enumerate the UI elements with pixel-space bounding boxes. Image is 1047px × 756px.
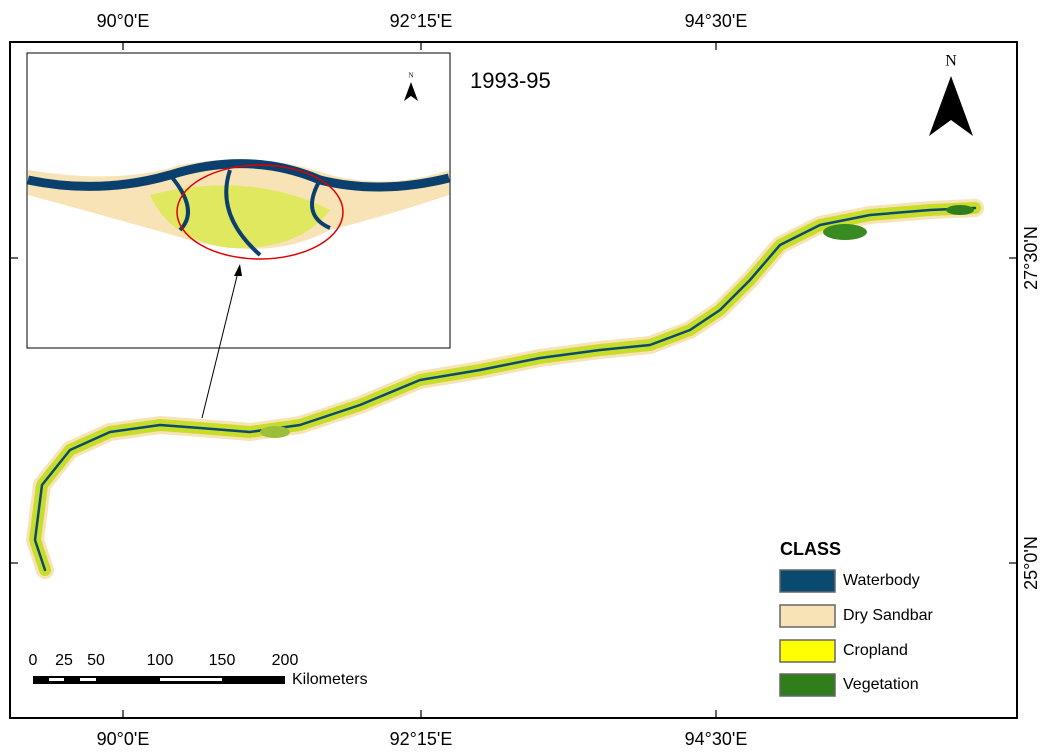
north-arrow (929, 76, 973, 136)
longitude-label: 90°0'E (97, 729, 150, 749)
north-label: N (945, 53, 957, 70)
scale-label: 200 (272, 652, 299, 669)
latitude-label: 25°0'N (1021, 536, 1041, 590)
longitude-label: 94°30'E (685, 11, 748, 31)
legend-swatch (779, 569, 836, 593)
longitude-label: 94°30'E (685, 729, 748, 749)
callout-arrow (201, 271, 239, 419)
latitude-label: 27°30'N (1021, 226, 1041, 290)
longitude-label: 92°15'E (390, 729, 453, 749)
legend-swatch (779, 604, 836, 628)
legend-swatch (779, 639, 836, 663)
legend: Waterbody Dry Sandbar Cropland Vegetation (779, 569, 933, 697)
longitude-label: 92°15'E (390, 11, 453, 31)
scale-label: 150 (209, 652, 236, 669)
inset-north-arrow (404, 82, 418, 101)
longitude-label: 90°0'E (97, 11, 150, 31)
scale-bar: 0 25 50 100 150 200 (29, 652, 299, 684)
graticule-ticks (10, 42, 1017, 718)
inset-north-label: N (408, 72, 413, 80)
legend-label: Vegetation (843, 676, 919, 693)
scale-label: 50 (87, 652, 105, 669)
legend-label: Cropland (843, 642, 908, 659)
legend-swatch (779, 673, 836, 697)
scale-unit: Kilometers (292, 671, 368, 688)
inset-period: 1993-95 (470, 68, 551, 93)
legend-title: CLASS (780, 539, 841, 559)
legend-label: Dry Sandbar (843, 607, 933, 624)
scale-label: 100 (147, 652, 174, 669)
scale-label: 25 (55, 652, 73, 669)
inset-river (27, 159, 451, 257)
scale-label: 0 (29, 652, 38, 669)
legend-label: Waterbody (843, 572, 920, 589)
river-map (26, 199, 984, 579)
highlight-ellipse (176, 164, 344, 260)
arrow-head (234, 264, 242, 276)
